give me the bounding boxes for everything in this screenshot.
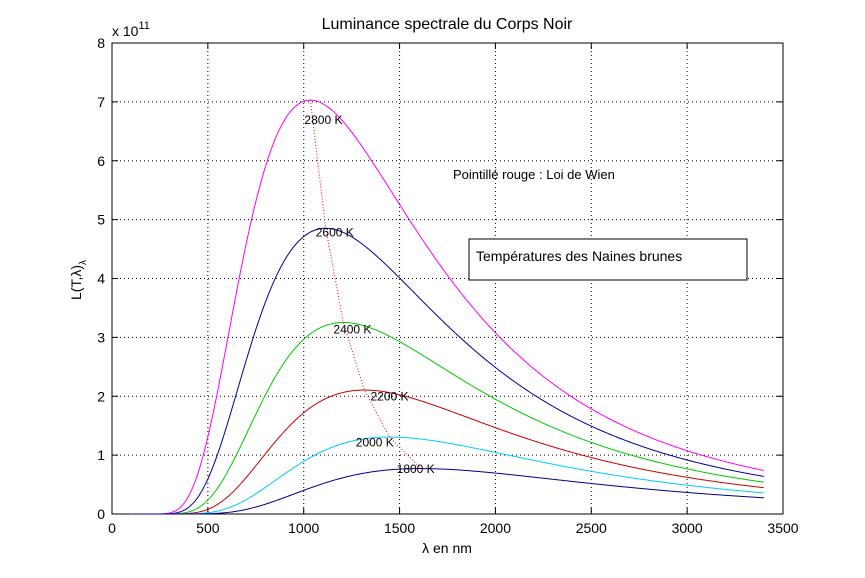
y-tick-label: 5 xyxy=(97,212,105,228)
x-tick-label: 500 xyxy=(196,520,220,536)
x-tick-label: 1000 xyxy=(288,520,319,536)
y-tick-label: 1 xyxy=(97,447,105,463)
y-tick-label: 2 xyxy=(97,388,105,404)
naines-brunes-box-frame xyxy=(468,238,748,281)
curve-label-1800k: 1800 K xyxy=(397,462,435,476)
x-tick-label: 3500 xyxy=(767,520,798,536)
series-line-2000k xyxy=(131,436,764,515)
x-tick-label: 2000 xyxy=(480,520,511,536)
series-line-2200k xyxy=(131,389,764,515)
curve-label-2000k: 2000 K xyxy=(356,435,394,449)
curve-label-2800k: 2800 K xyxy=(304,113,342,127)
wien-annotation: Pointillé rouge : Loi de Wien xyxy=(453,167,615,182)
y-tick-label: 7 xyxy=(97,94,105,110)
y-exponent-base: x 10 xyxy=(112,23,139,39)
svg-text:L(T,λ)λ: L(T,λ)λ xyxy=(68,260,89,300)
series-line-2400k xyxy=(131,322,764,515)
y-axis-label-sub: λ xyxy=(78,260,89,265)
y-tick-label: 6 xyxy=(97,153,105,169)
y-tick-label: 8 xyxy=(97,35,105,51)
y-exponent-power: 11 xyxy=(138,20,149,32)
curve-label-2400k: 2400 K xyxy=(333,323,371,337)
curve-label-2200k: 2200 K xyxy=(370,389,408,403)
x-tick-label: 2500 xyxy=(576,520,607,536)
y-tick-label: 3 xyxy=(97,329,105,345)
axes-layer: 0 500 1000 1500 2000 2500 3000 3500 0 1 2 3 4 5 6 7 8 xyxy=(97,35,799,536)
wien-line xyxy=(309,100,422,469)
naines-brunes-box-text: Températures des Naines brunes xyxy=(476,248,682,264)
x-axis-label: λ en nm xyxy=(422,540,472,556)
y-exponent: x 1011 xyxy=(112,20,150,39)
y-axis-label-main: L(T,λ) xyxy=(68,265,84,300)
series-layer xyxy=(131,99,764,515)
chart-title: Luminance spectrale du Corps Noir xyxy=(322,16,573,33)
x-tick-label: 0 xyxy=(108,520,116,536)
x-tick-label: 3000 xyxy=(672,520,703,536)
series-line-2800k xyxy=(131,99,764,515)
naines-brunes-box: Températures des Naines brunes xyxy=(468,238,748,281)
x-tick-label: 1500 xyxy=(384,520,415,536)
series-line-1800k xyxy=(131,468,764,515)
y-tick-label: 0 xyxy=(97,506,105,522)
curve-label-2600k: 2600 K xyxy=(316,225,354,239)
y-axis-label: L(T,λ)λ xyxy=(68,260,89,300)
series-line-2600k xyxy=(131,227,764,515)
y-tick-label: 4 xyxy=(97,271,105,287)
